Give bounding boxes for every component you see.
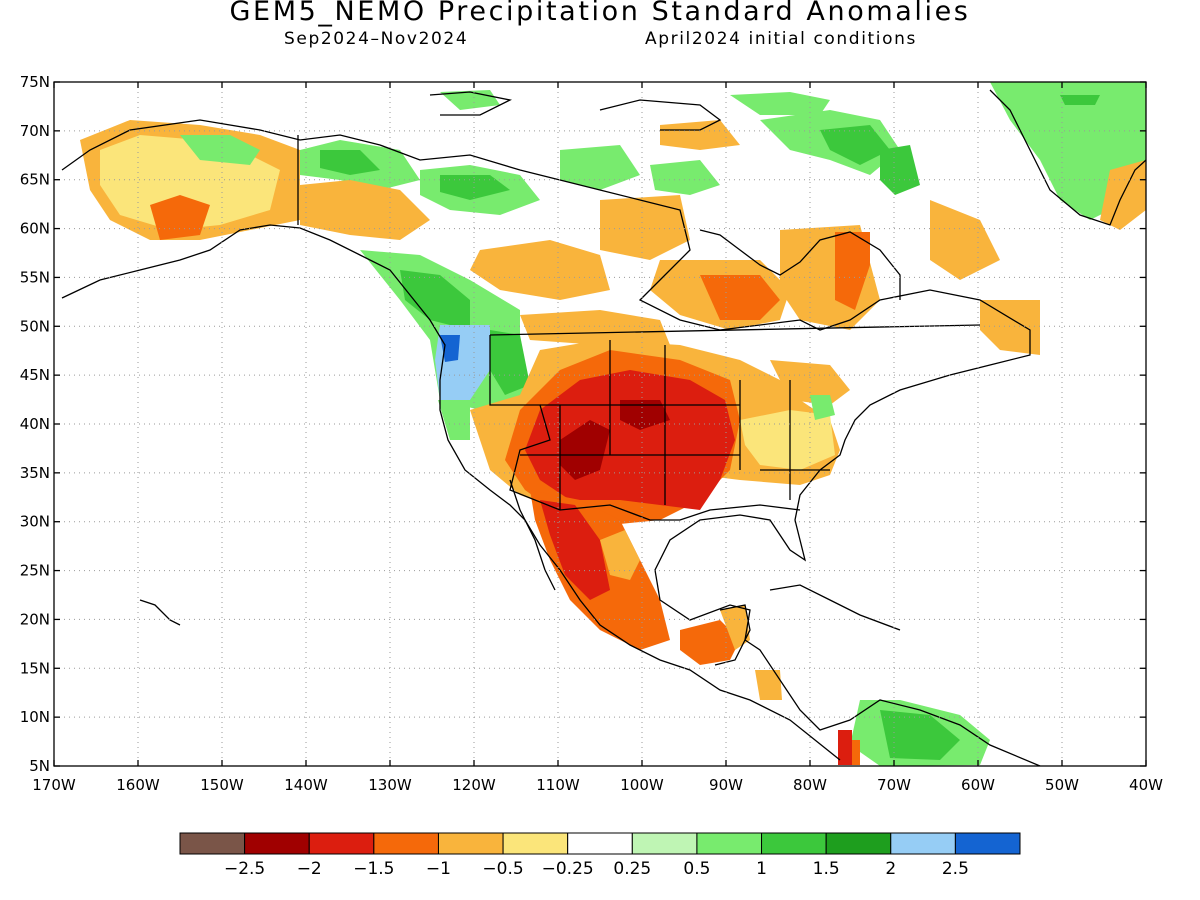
legend-swatch [373, 832, 439, 855]
legend-label: −1.5 [353, 859, 394, 879]
latitude-label: 20N [20, 610, 50, 628]
legend-swatch [308, 832, 375, 855]
longitude-label: 70W [877, 776, 911, 794]
latitude-label: 10N [20, 708, 50, 726]
legend-swatch [244, 832, 310, 855]
color-legend: −2.5 −2 −1.5 −1 −0.5 −0.25 0.25 0.5 1 1.5 2 2.5 [179, 832, 1021, 879]
latitude-label: 35N [20, 464, 50, 482]
legend-label: 2 [885, 859, 896, 879]
longitude-labels: 170W 160W 150W 140W 130W 120W 110W 100W 90W 80W 70… [32, 776, 1163, 794]
longitude-label: 160W [116, 776, 160, 794]
longitude-label: 120W [452, 776, 496, 794]
latitude-label: 70N [20, 122, 50, 140]
initial-conditions: April2024 initial conditions [645, 29, 917, 49]
latitude-label: 25N [20, 562, 50, 580]
legend-swatch [890, 832, 956, 855]
legend-swatch [631, 832, 698, 855]
legend-label: 1 [756, 859, 767, 879]
legend-swatch [502, 832, 569, 855]
forecast-period: Sep2024–Nov2024 [284, 29, 469, 49]
latitude-label: 65N [20, 171, 50, 189]
legend-label: −2.5 [224, 859, 265, 879]
longitude-label: 60W [961, 776, 995, 794]
legend-swatch [696, 832, 763, 855]
legend-label: 0.5 [683, 859, 710, 879]
axis-ticks [53, 81, 1147, 767]
gridlines [54, 82, 1146, 766]
legend-swatch [567, 832, 633, 855]
legend-label: 0.25 [613, 859, 651, 879]
legend-swatch [825, 832, 892, 855]
longitude-label: 130W [368, 776, 412, 794]
longitude-label: 110W [536, 776, 580, 794]
legend-label: −0.25 [542, 859, 594, 879]
latitude-label: 45N [20, 366, 50, 384]
legend-label: −1 [426, 859, 451, 879]
legend-label: 2.5 [942, 859, 969, 879]
latitude-label: 5N [29, 757, 50, 775]
longitude-label: 50W [1045, 776, 1079, 794]
longitude-label: 150W [200, 776, 244, 794]
longitude-label: 90W [709, 776, 743, 794]
longitude-label: 40W [1129, 776, 1163, 794]
legend-label: 1.5 [813, 859, 840, 879]
latitude-label: 15N [20, 659, 50, 677]
latitude-labels: 75N 70N 65N 60N 55N 50N 45N 40N 35N 30N 25N 20N 15N 1… [20, 73, 50, 775]
legend-swatch [954, 832, 1021, 855]
latitude-label: 55N [20, 268, 50, 286]
longitude-label: 170W [32, 776, 76, 794]
legend-swatch [437, 832, 504, 855]
legend-swatch [761, 832, 827, 855]
latitude-label: 75N [20, 73, 50, 91]
latitude-label: 50N [20, 317, 50, 335]
legend-swatch [179, 832, 246, 855]
legend-label: −0.5 [482, 859, 523, 879]
map-title: GEM5_NEMO Precipitation Standard Anomali… [229, 0, 971, 27]
latitude-label: 40N [20, 415, 50, 433]
latitude-label: 60N [20, 220, 50, 238]
longitude-label: 80W [793, 776, 827, 794]
latitude-label: 30N [20, 513, 50, 531]
legend-label: −2 [297, 859, 322, 879]
longitude-label: 100W [620, 776, 664, 794]
longitude-label: 140W [284, 776, 328, 794]
